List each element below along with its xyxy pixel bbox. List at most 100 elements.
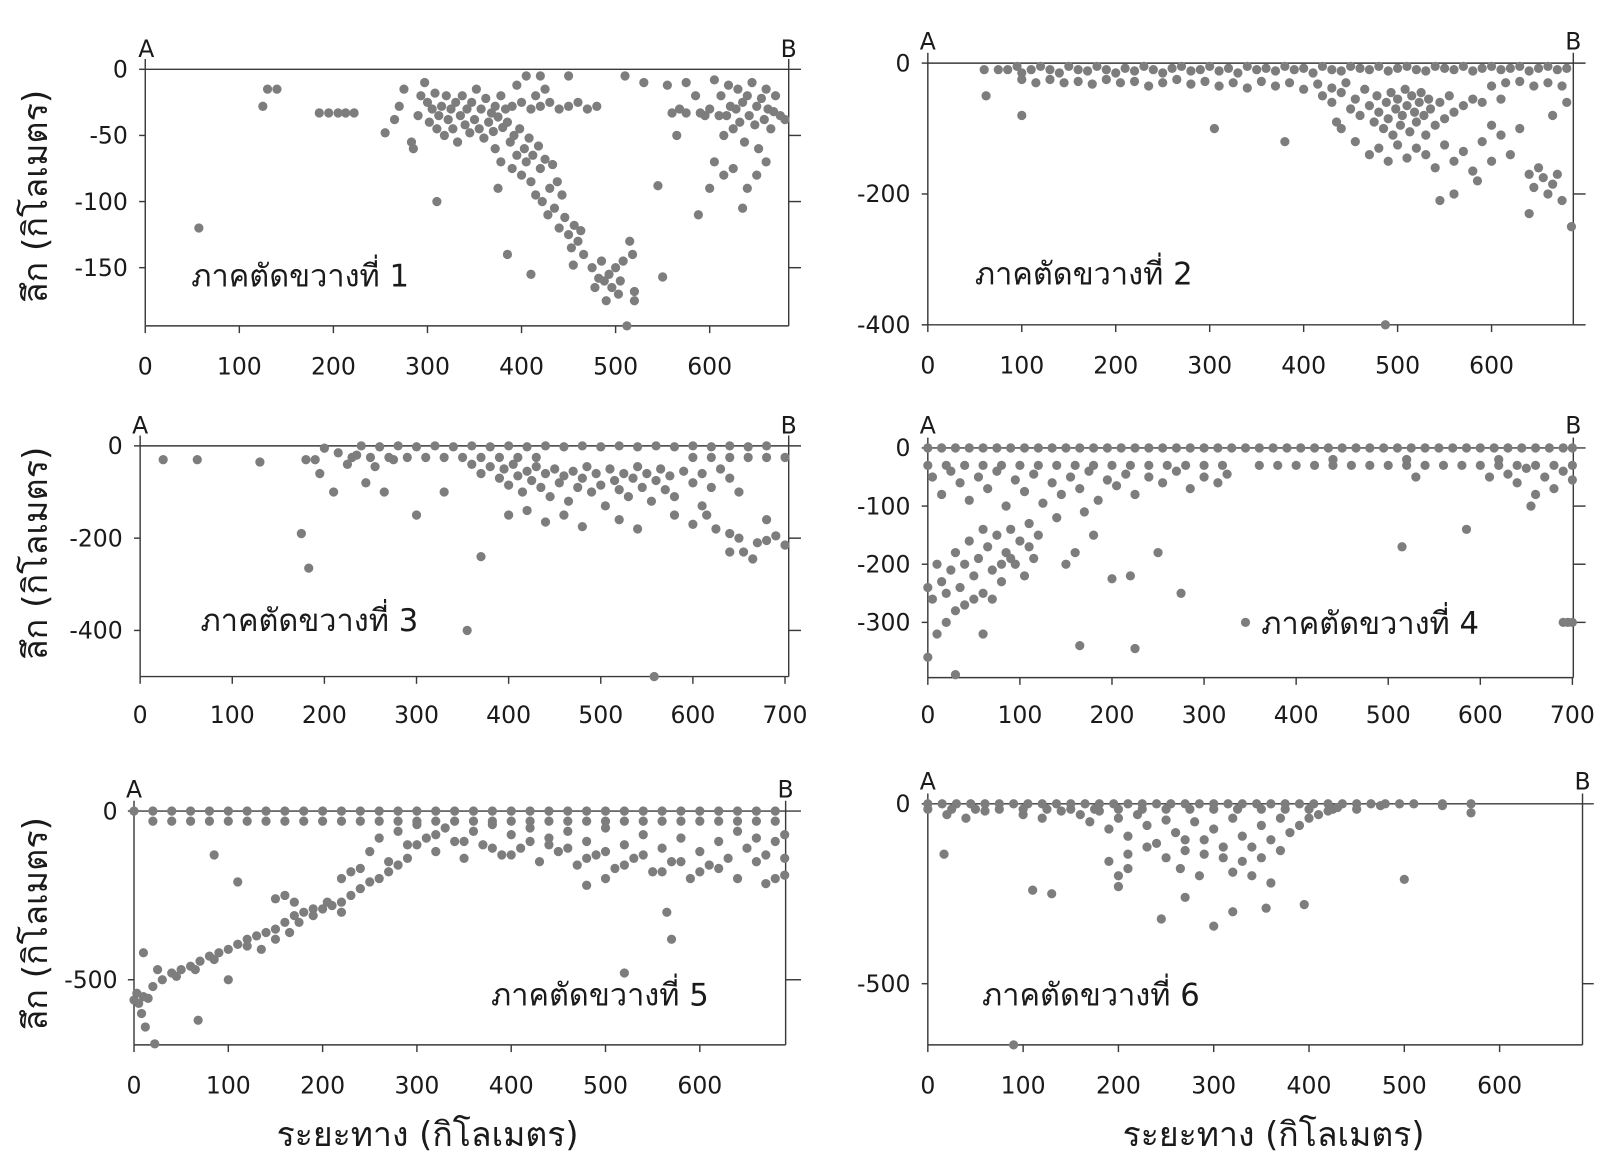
data-point: [1430, 61, 1440, 72]
cross-section-title: ภาคตัดขวางที่ 2: [975, 252, 1193, 292]
data-point: [628, 473, 638, 483]
data-point: [980, 806, 990, 816]
data-point: [969, 594, 979, 604]
data-point: [347, 452, 357, 463]
data-point: [150, 1039, 160, 1049]
data-point: [1223, 63, 1234, 73]
data-point: [299, 907, 309, 917]
data-point: [743, 452, 753, 463]
data-point: [1472, 176, 1483, 186]
data-point: [545, 97, 555, 108]
data-point: [610, 863, 620, 874]
data-point: [468, 806, 479, 816]
data-point: [361, 478, 371, 488]
data-point: [516, 843, 526, 853]
data-point: [1521, 463, 1531, 473]
data-point: [1388, 130, 1398, 140]
data-point: [176, 964, 186, 975]
cross-section-panel-5: 0 100 200 300 400 500 600 0 -500 A B ภาคตัดขวางที่ …: [64, 775, 801, 1100]
data-point: [1336, 66, 1346, 76]
data-point: [185, 806, 196, 816]
data-point: [633, 442, 643, 452]
data-point: [502, 249, 513, 260]
data-point: [709, 75, 719, 85]
data-point: [1350, 136, 1360, 147]
data-point: [408, 144, 418, 154]
data-point: [1144, 443, 1154, 453]
data-point: [1256, 804, 1266, 814]
cross-section-panel-4: 0 100 200 300 400 500 600 700 0 -100 -200 -300 A B ภาค…: [857, 411, 1595, 729]
data-point: [1475, 460, 1485, 471]
data-point: [658, 272, 668, 282]
data-point: [485, 442, 495, 452]
data-point: [600, 846, 611, 857]
data-point: [563, 843, 573, 853]
data-point: [504, 480, 514, 490]
data-point: [946, 466, 956, 476]
data-point: [1336, 87, 1346, 98]
data-point: [1327, 64, 1337, 75]
data-point: [1228, 907, 1238, 917]
data-point: [1557, 195, 1567, 206]
data-point: [1073, 64, 1083, 75]
data-point: [622, 321, 632, 331]
data-point: [1308, 68, 1318, 78]
data-point: [996, 577, 1007, 587]
cross-section-panels: 0 100 200 300 400 500 600 0 -50 -100 -150 A B ภาคตัดข…: [64, 28, 1595, 1100]
x-tick-label: 700: [763, 701, 808, 729]
data-point: [657, 816, 667, 826]
data-point: [1424, 94, 1434, 104]
x-tick-label: 700: [1550, 701, 1595, 729]
data-point: [1355, 110, 1365, 121]
data-point: [1180, 835, 1190, 845]
data-point: [545, 183, 555, 193]
data-point: [346, 867, 356, 877]
data-point: [1352, 804, 1362, 814]
data-point: [619, 468, 629, 479]
data-point: [987, 565, 997, 575]
data-point: [1142, 820, 1152, 831]
data-point: [171, 971, 182, 982]
data-point: [431, 806, 441, 816]
data-point: [1393, 63, 1403, 73]
data-point: [148, 806, 158, 816]
data-point: [1501, 78, 1511, 88]
data-point: [620, 71, 630, 81]
data-point: [413, 110, 423, 121]
data-point: [627, 249, 638, 260]
data-point: [714, 816, 724, 826]
data-point: [722, 110, 732, 121]
data-point: [476, 452, 486, 463]
data-point: [996, 559, 1007, 569]
data-point: [1047, 478, 1057, 488]
data-point: [1430, 120, 1440, 130]
data-point: [780, 853, 790, 863]
data-point: [1123, 863, 1133, 874]
data-point: [152, 964, 163, 975]
data-point: [374, 806, 384, 816]
data-point: [402, 840, 413, 850]
data-point: [494, 452, 505, 463]
data-point: [1435, 97, 1445, 108]
data-point: [1449, 156, 1459, 166]
data-point: [355, 883, 365, 894]
data-point: [660, 485, 670, 495]
data-point: [531, 452, 541, 463]
data-point: [1042, 804, 1052, 814]
data-point: [725, 528, 735, 539]
cross-section-title: ภาคตัดขวางที่ 3: [201, 599, 419, 639]
data-point: [559, 471, 569, 481]
data-point: [280, 806, 290, 816]
data-point: [685, 873, 695, 884]
data-point: [1567, 617, 1577, 628]
data-point: [193, 1015, 203, 1025]
data-point: [1214, 81, 1224, 91]
data-point: [651, 441, 661, 451]
data-point: [554, 223, 564, 233]
data-point: [1217, 460, 1228, 471]
data-point: [1015, 460, 1025, 471]
data-point: [563, 496, 574, 506]
data-point: [1489, 443, 1499, 453]
data-point: [467, 97, 477, 108]
data-point: [1199, 849, 1209, 859]
